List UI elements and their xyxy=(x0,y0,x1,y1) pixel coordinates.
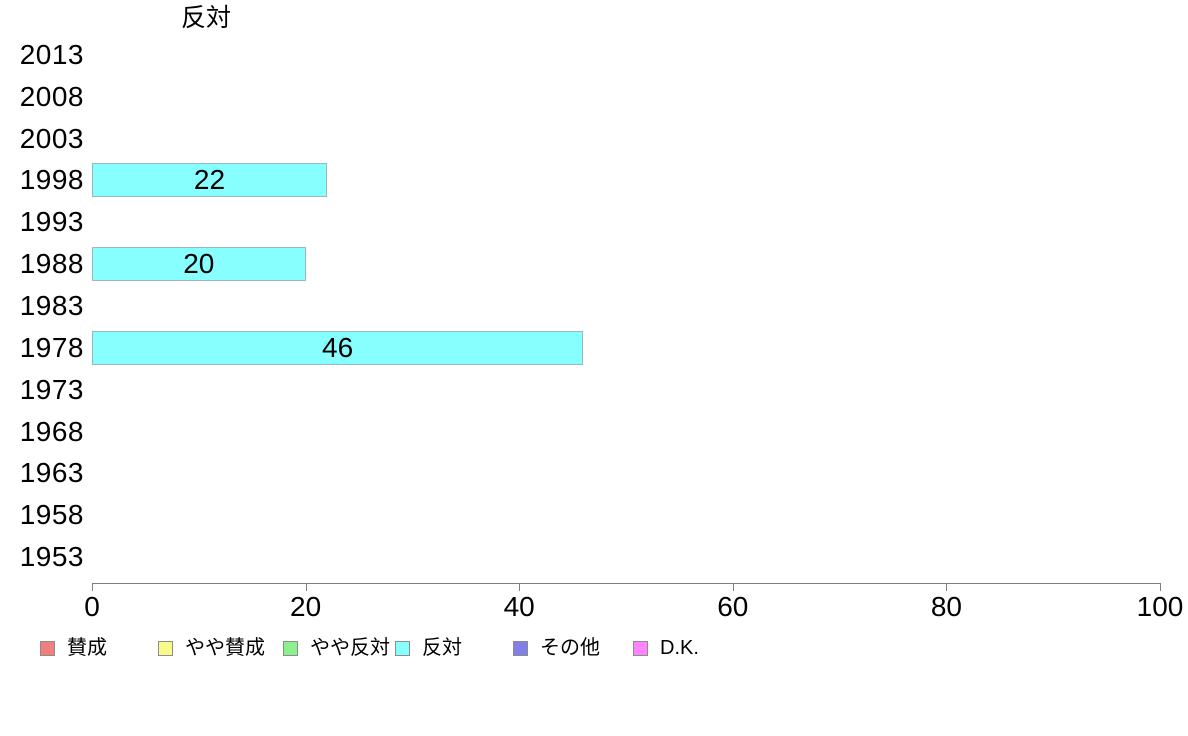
legend-label: やや反対 xyxy=(310,637,390,659)
x-tick xyxy=(92,584,93,591)
y-tick-label: 1988 xyxy=(19,248,84,280)
legend-swatch xyxy=(395,640,410,656)
category-row: 1988 20 xyxy=(0,243,1188,285)
legend-item: 反対 xyxy=(395,638,462,658)
category-row: 1998 22 xyxy=(0,160,1188,202)
y-tick-label: 1973 xyxy=(19,373,84,405)
x-tick xyxy=(946,584,948,591)
legend-item: やや反対 xyxy=(283,638,390,658)
y-tick-label: 2003 xyxy=(19,122,84,154)
category-row: 2008 xyxy=(0,76,1188,118)
category-row: 1968 xyxy=(0,411,1188,453)
bar-value-label: 46 xyxy=(322,331,354,363)
category-row: 1963 xyxy=(0,452,1188,494)
y-tick-label: 1983 xyxy=(19,289,84,321)
legend-label: D.K. xyxy=(660,637,699,659)
y-tick-label: 2013 xyxy=(19,38,84,70)
category-row: 1973 xyxy=(0,369,1188,411)
x-tick xyxy=(1160,584,1161,591)
x-tick xyxy=(519,584,521,591)
legend-item: その他 xyxy=(513,638,600,658)
category-row: 1958 xyxy=(0,494,1188,536)
x-tick xyxy=(305,584,307,591)
category-row: 1993 xyxy=(0,201,1188,243)
y-tick-label: 1998 xyxy=(19,164,84,196)
category-row: 1953 xyxy=(0,536,1188,578)
x-tick-label: 0 xyxy=(84,591,100,622)
chart-title: 反対 xyxy=(180,4,232,32)
legend-label: 反対 xyxy=(422,637,462,659)
y-tick-label: 1993 xyxy=(19,206,84,238)
legend-swatch xyxy=(158,640,173,656)
category-row: 2013 xyxy=(0,34,1188,76)
x-axis: 0 20 40 60 80 100 xyxy=(84,583,1183,624)
bar-value-label: 22 xyxy=(193,164,226,196)
bar: 46 xyxy=(92,330,584,365)
legend: 賛成 やや賛成 やや反対 反対 その他 D.K. xyxy=(0,637,1188,663)
legend-label: その他 xyxy=(540,637,600,659)
legend-item: 賛成 xyxy=(40,638,107,658)
y-tick-label: 1958 xyxy=(19,499,84,531)
x-tick-label: 80 xyxy=(930,591,962,622)
x-tick-label: 100 xyxy=(1136,591,1184,622)
y-tick-label: 1968 xyxy=(19,415,84,447)
legend-swatch xyxy=(40,640,55,656)
bar: 22 xyxy=(92,163,327,198)
category-row: 1983 xyxy=(0,285,1188,327)
x-tick xyxy=(732,584,734,591)
bar: 20 xyxy=(92,247,306,282)
legend-label: 賛成 xyxy=(67,637,107,659)
legend-swatch xyxy=(633,640,648,656)
x-tick-label: 20 xyxy=(290,591,322,622)
legend-swatch xyxy=(283,640,298,656)
legend-swatch xyxy=(513,640,528,656)
x-tick-label: 40 xyxy=(503,591,535,622)
category-row: 1978 46 xyxy=(0,327,1188,369)
y-tick-label: 2008 xyxy=(19,80,84,112)
y-tick-label: 1963 xyxy=(19,457,84,489)
legend-item: やや賛成 xyxy=(158,638,265,658)
category-row: 2003 xyxy=(0,118,1188,160)
legend-item: D.K. xyxy=(633,638,699,658)
legend-label: やや賛成 xyxy=(185,637,265,659)
x-tick-label: 60 xyxy=(717,591,749,622)
y-tick-label: 1978 xyxy=(19,331,84,363)
bar-value-label: 20 xyxy=(183,248,215,280)
y-tick-label: 1953 xyxy=(19,541,84,573)
plot-area: 2013 2008 2003 1998 22 1993 1988 20 1983 1978 46 19… xyxy=(0,34,1188,578)
